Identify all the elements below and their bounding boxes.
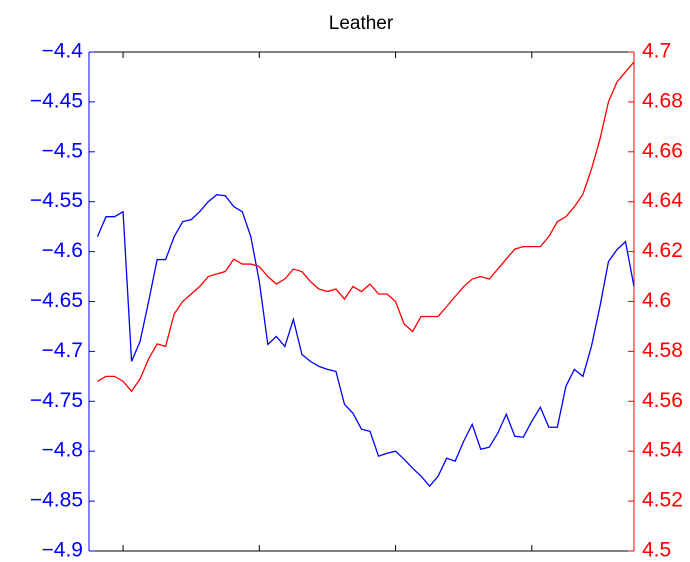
y2-tick-label: 4.52 (642, 489, 683, 512)
series-line (97, 61, 635, 393)
y2-tick-label: 4.7 (642, 40, 671, 63)
y2-tick-label: 4.5 (642, 539, 671, 562)
y-tick-label: −4.4 (42, 40, 84, 63)
y-tick-label: −4.9 (42, 539, 83, 562)
y2-tick-label: 4.58 (642, 339, 683, 362)
y2-tick-label: 4.6 (642, 289, 671, 312)
y2-tick-label: 4.66 (642, 139, 683, 162)
y2-tick-label: 4.56 (642, 389, 683, 412)
y-tick-label: −4.8 (42, 439, 83, 462)
chart-title: Leather (329, 13, 394, 34)
y-tick-label: −4.5 (42, 139, 83, 162)
y2-tick-label: 4.54 (642, 439, 683, 462)
y-tick-label: −4.6 (42, 239, 83, 262)
y-tick-label: −4.7 (42, 339, 83, 362)
y-tick-label: −4.65 (30, 289, 83, 312)
y-tick-label: −4.85 (30, 489, 83, 512)
y2-tick-label: 4.62 (642, 239, 683, 262)
y-tick-label: −4.75 (30, 389, 83, 412)
y-tick-label: −4.55 (30, 189, 83, 212)
y-tick-label: −4.45 (30, 89, 83, 112)
series-line (96, 194, 635, 488)
y2-tick-label: 4.64 (642, 189, 683, 212)
y2-tick-label: 4.68 (642, 89, 683, 112)
